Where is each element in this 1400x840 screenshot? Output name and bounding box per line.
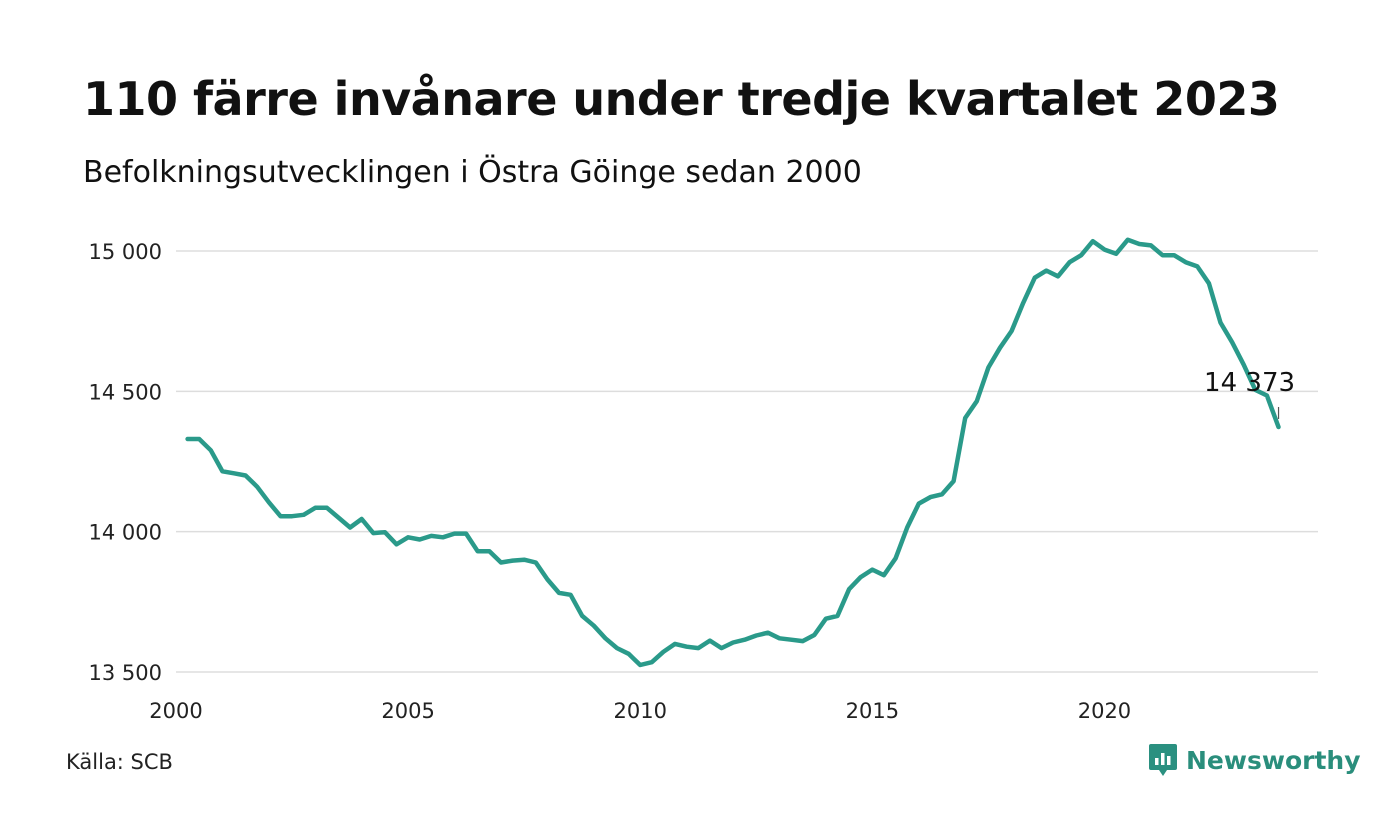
population-line [185, 237, 1281, 668]
y-tick-label: 14 500 [89, 380, 162, 404]
grid-lines [176, 250, 1318, 673]
y-tick-label: 13 500 [89, 661, 162, 685]
y-tick-label: 14 000 [89, 521, 162, 545]
x-axis: 2000 2005 2010 2015 2020 [149, 699, 1131, 723]
x-tick-label: 2020 [1078, 699, 1131, 723]
y-axis: 13 500 14 000 14 500 15 000 [89, 240, 162, 685]
last-value-label: 14 373 [1204, 368, 1295, 398]
newsworthy-logo-icon [1149, 744, 1177, 776]
source-label: Källa: SCB [66, 750, 173, 774]
x-tick-label: 2010 [614, 699, 667, 723]
x-tick-label: 2000 [149, 699, 202, 723]
x-tick-label: 2015 [846, 699, 899, 723]
y-tick-label: 15 000 [89, 240, 162, 264]
last-value-annotation: 14 373 [1204, 368, 1295, 419]
chart-subtitle: Befolkningsutvecklingen i Östra Göinge s… [83, 155, 862, 190]
chart-title: 110 färre invånare under tredje kvartale… [83, 72, 1280, 126]
brand-name: Newsworthy [1186, 745, 1361, 775]
x-tick-label: 2005 [381, 699, 434, 723]
brand-logo: Newsworthy [1148, 742, 1361, 778]
